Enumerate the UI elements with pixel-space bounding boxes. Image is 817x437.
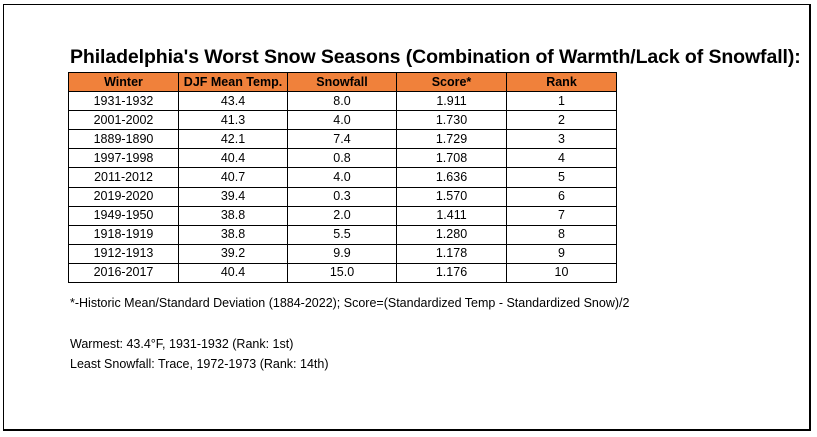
table-row: 1912-1913 39.2 9.9 1.178 9 — [68, 243, 617, 264]
cell-rank: 6 — [506, 186, 617, 207]
cell-temp: 40.7 — [178, 167, 288, 188]
table-row: 2011-2012 40.7 4.0 1.636 5 — [68, 167, 617, 188]
cell-temp: 39.4 — [178, 186, 288, 207]
cell-snowfall: 9.9 — [287, 243, 397, 264]
cell-score: 1.570 — [396, 186, 507, 207]
cell-temp: 38.8 — [178, 205, 288, 226]
cell-winter: 2011-2012 — [68, 167, 179, 188]
cell-winter: 1949-1950 — [68, 205, 179, 226]
cell-snowfall: 4.0 — [287, 110, 397, 131]
score-footnote: *-Historic Mean/Standard Deviation (1884… — [70, 296, 630, 310]
table-row: 1889-1890 42.1 7.4 1.729 3 — [68, 129, 617, 150]
table-row: 1949-1950 38.8 2.0 1.411 7 — [68, 205, 617, 226]
cell-snowfall: 15.0 — [287, 262, 397, 284]
cell-temp: 41.3 — [178, 110, 288, 131]
cell-rank: 8 — [506, 224, 617, 245]
least-snowfall-note: Least Snowfall: Trace, 1972-1973 (Rank: … — [70, 357, 329, 371]
cell-score: 1.911 — [396, 91, 507, 112]
header-djf-mean-temp: DJF Mean Temp. — [178, 71, 288, 93]
cell-winter: 2001-2002 — [68, 110, 179, 131]
table-row: 2016-2017 40.4 15.0 1.176 10 — [68, 262, 617, 284]
cell-score: 1.708 — [396, 148, 507, 169]
cell-temp: 42.1 — [178, 129, 288, 150]
cell-temp: 39.2 — [178, 243, 288, 264]
cell-score: 1.176 — [396, 262, 507, 284]
table-row: 2019-2020 39.4 0.3 1.570 6 — [68, 186, 617, 207]
cell-winter: 2019-2020 — [68, 186, 179, 207]
cell-temp: 43.4 — [178, 91, 288, 112]
cell-snowfall: 0.3 — [287, 186, 397, 207]
cell-score: 1.178 — [396, 243, 507, 264]
snow-seasons-table: Winter DJF Mean Temp. Snowfall Score* Ra… — [68, 71, 617, 284]
cell-winter: 1997-1998 — [68, 148, 179, 169]
cell-score: 1.729 — [396, 129, 507, 150]
cell-rank: 5 — [506, 167, 617, 188]
cell-score: 1.636 — [396, 167, 507, 188]
cell-winter: 1889-1890 — [68, 129, 179, 150]
table-row: 2001-2002 41.3 4.0 1.730 2 — [68, 110, 617, 131]
cell-rank: 7 — [506, 205, 617, 226]
cell-temp: 40.4 — [178, 148, 288, 169]
warmest-note: Warmest: 43.4°F, 1931-1932 (Rank: 1st) — [70, 337, 294, 351]
cell-score: 1.280 — [396, 224, 507, 245]
header-score: Score* — [396, 71, 507, 93]
cell-winter: 2016-2017 — [68, 262, 179, 284]
table-row: 1931-1932 43.4 8.0 1.911 1 — [68, 91, 617, 112]
cell-temp: 38.8 — [178, 224, 288, 245]
cell-rank: 10 — [506, 262, 617, 284]
table-header-row: Winter DJF Mean Temp. Snowfall Score* Ra… — [68, 71, 617, 93]
cell-snowfall: 4.0 — [287, 167, 397, 188]
cell-winter: 1931-1932 — [68, 91, 179, 112]
table-row: 1997-1998 40.4 0.8 1.708 4 — [68, 148, 617, 169]
cell-rank: 9 — [506, 243, 617, 264]
table-row: 1918-1919 38.8 5.5 1.280 8 — [68, 224, 617, 245]
cell-rank: 4 — [506, 148, 617, 169]
cell-snowfall: 5.5 — [287, 224, 397, 245]
header-rank: Rank — [506, 71, 617, 93]
header-snowfall: Snowfall — [287, 71, 397, 93]
page-title: Philadelphia's Worst Snow Seasons (Combi… — [70, 46, 801, 68]
cell-snowfall: 8.0 — [287, 91, 397, 112]
cell-snowfall: 2.0 — [287, 205, 397, 226]
cell-snowfall: 7.4 — [287, 129, 397, 150]
cell-winter: 1912-1913 — [68, 243, 179, 264]
cell-score: 1.411 — [396, 205, 507, 226]
cell-snowfall: 0.8 — [287, 148, 397, 169]
cell-winter: 1918-1919 — [68, 224, 179, 245]
cell-temp: 40.4 — [178, 262, 288, 284]
cell-score: 1.730 — [396, 110, 507, 131]
header-winter: Winter — [68, 71, 179, 93]
cell-rank: 1 — [506, 91, 617, 112]
cell-rank: 2 — [506, 110, 617, 131]
cell-rank: 3 — [506, 129, 617, 150]
